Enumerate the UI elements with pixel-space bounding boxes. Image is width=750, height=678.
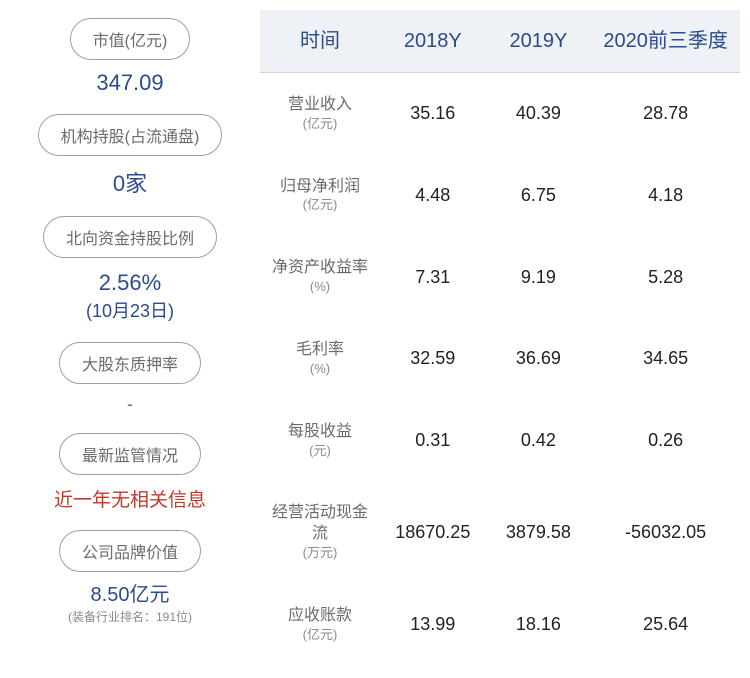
value-regulatory: 近一年无相关信息: [54, 485, 206, 512]
metric-unit: (元): [266, 443, 374, 460]
value-pledge: -: [127, 394, 133, 415]
value-brand-wrap: 8.50亿元 (装备行业排名：191位): [68, 582, 192, 625]
metric-unit: (亿元): [266, 116, 374, 133]
metric-cell: 营业收入 (亿元): [260, 73, 380, 155]
metric-name: 应收账款: [288, 607, 352, 624]
table-header-row: 时间 2018Y 2019Y 2020前三季度: [260, 10, 740, 73]
value-northbound: 2.56% (10月23日): [86, 268, 174, 324]
value-cell: 36.69: [486, 318, 592, 400]
layout-container: 市值(亿元) 347.09 机构持股(占流通盘) 0家 北向资金持股比例 2.5…: [0, 0, 750, 678]
col-2020q3: 2020前三季度: [591, 10, 740, 73]
value-cell: 0.31: [380, 400, 486, 482]
metric-unit: (%): [266, 279, 374, 296]
col-2018: 2018Y: [380, 10, 486, 73]
pill-regulatory: 最新监管情况: [59, 433, 201, 475]
value-market-cap: 347.09: [96, 70, 163, 96]
table-row: 每股收益 (元) 0.310.420.26: [260, 400, 740, 482]
pill-pledge: 大股东质押率: [59, 342, 201, 384]
value-brand: 8.50亿元: [68, 582, 192, 608]
value-cell: 6.75: [486, 155, 592, 237]
table-row: 营业收入 (亿元) 35.1640.3928.78: [260, 73, 740, 155]
pill-market-cap: 市值(亿元): [70, 18, 191, 60]
value-cell: 32.59: [380, 318, 486, 400]
value-cell: 0.42: [486, 400, 592, 482]
metric-unit: (亿元): [266, 627, 374, 644]
metric-cell: 毛利率 (%): [260, 318, 380, 400]
value-cell: 4.18: [591, 155, 740, 237]
table-body: 营业收入 (亿元) 35.1640.3928.78 归母净利润 (亿元) 4.486.75…: [260, 73, 740, 666]
value-cell: 40.39: [486, 73, 592, 155]
metric-cell: 应收账款 (亿元): [260, 584, 380, 666]
pill-northbound: 北向资金持股比例: [43, 216, 217, 258]
main-area: 时间 2018Y 2019Y 2020前三季度 营业收入 (亿元) 35.1640.…: [260, 0, 750, 678]
value-cell: -56032.05: [591, 481, 740, 583]
metric-cell: 净资产收益率 (%): [260, 236, 380, 318]
metric-name: 毛利率: [296, 341, 344, 358]
pill-brand: 公司品牌价值: [59, 530, 201, 572]
metric-name: 归母净利润: [280, 178, 360, 195]
value-cell: 28.78: [591, 73, 740, 155]
value-cell: 18.16: [486, 584, 592, 666]
value-inst-holding: 0家: [113, 166, 147, 198]
metric-unit: (%): [266, 361, 374, 378]
value-cell: 13.99: [380, 584, 486, 666]
sidebar: 市值(亿元) 347.09 机构持股(占流通盘) 0家 北向资金持股比例 2.5…: [0, 0, 260, 678]
table-row: 净资产收益率 (%) 7.319.195.28: [260, 236, 740, 318]
value-cell: 3879.58: [486, 481, 592, 583]
value-cell: 7.31: [380, 236, 486, 318]
table-row: 应收账款 (亿元) 13.9918.1625.64: [260, 584, 740, 666]
metric-name: 每股收益: [288, 423, 352, 440]
value-northbound-pct: 2.56%: [99, 270, 161, 295]
value-cell: 25.64: [591, 584, 740, 666]
value-cell: 34.65: [591, 318, 740, 400]
col-time: 时间: [260, 10, 380, 73]
table-row: 经营活动现金流 (万元) 18670.253879.58-56032.05: [260, 481, 740, 583]
value-cell: 9.19: [486, 236, 592, 318]
metric-name: 营业收入: [288, 96, 352, 113]
metric-cell: 经营活动现金流 (万元): [260, 481, 380, 583]
financial-table: 时间 2018Y 2019Y 2020前三季度 营业收入 (亿元) 35.1640.…: [260, 10, 740, 666]
value-brand-rank: (装备行业排名：191位): [68, 608, 192, 625]
value-cell: 18670.25: [380, 481, 486, 583]
value-cell: 5.28: [591, 236, 740, 318]
table-row: 归母净利润 (亿元) 4.486.754.18: [260, 155, 740, 237]
value-cell: 35.16: [380, 73, 486, 155]
metric-name: 净资产收益率: [272, 259, 368, 276]
metric-cell: 每股收益 (元): [260, 400, 380, 482]
pill-inst-holding: 机构持股(占流通盘): [38, 114, 223, 156]
metric-unit: (万元): [266, 545, 374, 562]
value-cell: 4.48: [380, 155, 486, 237]
metric-name: 经营活动现金流: [272, 504, 368, 542]
col-2019: 2019Y: [486, 10, 592, 73]
table-row: 毛利率 (%) 32.5936.6934.65: [260, 318, 740, 400]
value-cell: 0.26: [591, 400, 740, 482]
metric-unit: (亿元): [266, 197, 374, 214]
metric-cell: 归母净利润 (亿元): [260, 155, 380, 237]
value-northbound-date: (10月23日): [86, 301, 174, 321]
